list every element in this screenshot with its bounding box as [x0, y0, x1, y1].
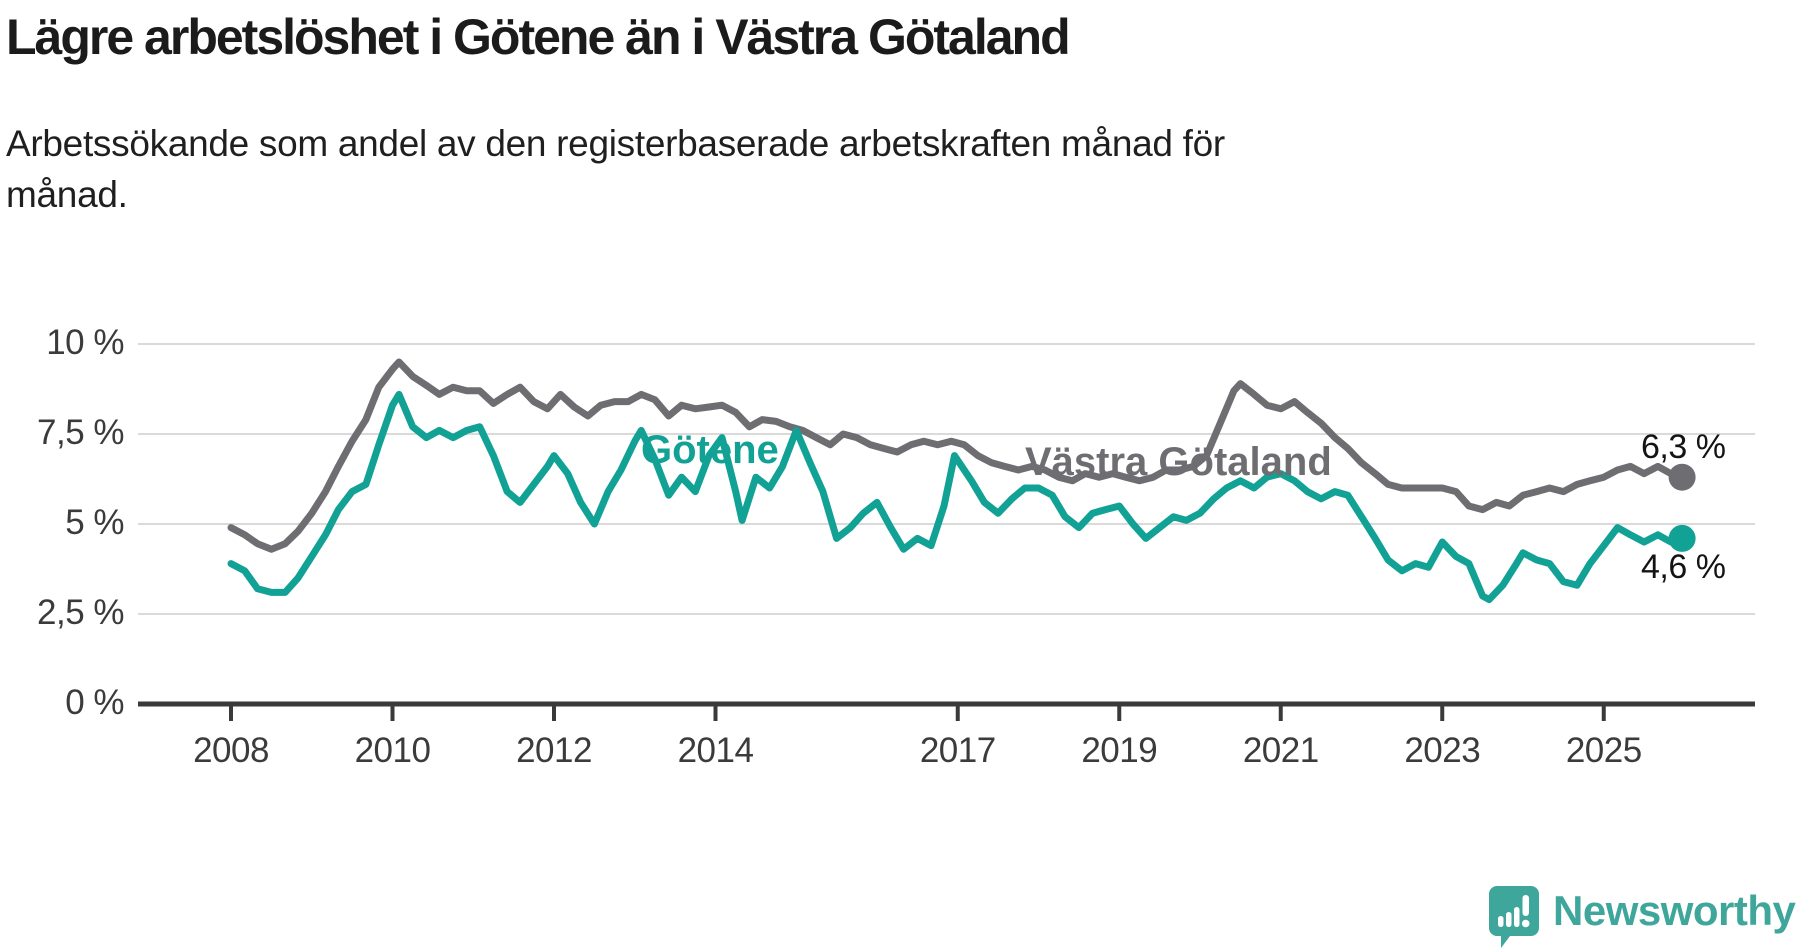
x-tick-label: 2012	[516, 731, 592, 770]
newsworthy-icon	[1489, 886, 1539, 948]
x-tick-label: 2014	[677, 731, 754, 770]
y-tick-label: 0 %	[65, 683, 124, 722]
chart-subtitle-line-1: Arbetssökande som andel av den registerb…	[6, 123, 1225, 164]
series-end-dot-vastra-gotaland	[1668, 463, 1696, 491]
end-value-label-gotene: 4,6 %	[1641, 548, 1726, 586]
series-label-vastra-gotaland: Västra Götaland	[1025, 440, 1332, 484]
newsworthy-logo-text: Newsworthy	[1553, 887, 1796, 934]
series-end-dot-gotene	[1668, 524, 1696, 552]
newsworthy-logo: Newsworthy	[1489, 886, 1796, 948]
x-tick-label: 2008	[193, 731, 269, 770]
end-value-label-vastra-gotaland: 6,3 %	[1641, 428, 1726, 466]
y-tick-label: 10 %	[46, 323, 124, 362]
series-line-gotene	[227, 390, 1686, 604]
chart-subtitle: Arbetssökande som andel av den registerb…	[6, 118, 1225, 220]
y-tick-label: 5 %	[65, 503, 124, 542]
x-tick-label: 2025	[1565, 731, 1642, 770]
x-tick-label: 2021	[1242, 731, 1319, 770]
chart-subtitle-line-2: månad.	[6, 174, 128, 215]
x-tick-label: 2019	[1081, 731, 1158, 770]
x-tick-label: 2023	[1404, 731, 1481, 770]
series-label-gotene: Götene	[641, 428, 779, 472]
series-line-vastra-gotaland	[227, 358, 1686, 553]
x-tick-label: 2017	[919, 731, 996, 770]
y-tick-label: 2,5 %	[37, 593, 125, 632]
x-tick-label: 2010	[354, 731, 431, 770]
y-tick-label: 7,5 %	[37, 413, 125, 452]
chart-title: Lägre arbetslöshet i Götene än i Västra …	[6, 9, 1071, 65]
